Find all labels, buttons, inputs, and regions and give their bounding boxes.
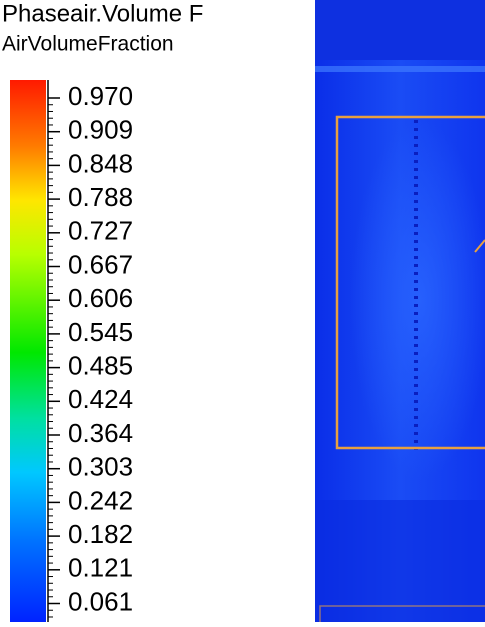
field-bottom [315, 500, 485, 622]
tick-label: 0.364 [68, 418, 133, 448]
tick-label: 0.485 [68, 350, 133, 380]
tick-label: 0.970 [68, 81, 133, 111]
tick-label: 0.606 [68, 283, 133, 313]
legend: Phaseair.Volume F AirVolumeFraction 0.97… [2, 0, 203, 625]
tick-label: 0.242 [68, 485, 133, 515]
legend-title: Phaseair.Volume F [2, 0, 203, 27]
tick-label: 0.727 [68, 216, 133, 246]
tick-label: 0.545 [68, 317, 133, 347]
legend-subtitle: AirVolumeFraction [2, 33, 174, 56]
field-top [315, 0, 485, 60]
highlight-box [335, 115, 485, 450]
interface-band [315, 66, 485, 72]
tick-label: 0.667 [68, 249, 133, 279]
tick-label: 0.788 [68, 182, 133, 212]
tick-label: 0.303 [68, 452, 133, 482]
tick-label: 0.848 [68, 148, 133, 178]
tick-label: 0.061 [68, 586, 133, 616]
plume [350, 120, 485, 480]
tick-label: 0.909 [68, 115, 133, 145]
simulation-view [315, 0, 485, 627]
tick-label: 0.121 [68, 553, 133, 583]
tick-label: 0.182 [68, 519, 133, 549]
pointer-arrow [474, 239, 485, 253]
color-bar [10, 80, 46, 625]
tick-label: 0.424 [68, 384, 133, 414]
